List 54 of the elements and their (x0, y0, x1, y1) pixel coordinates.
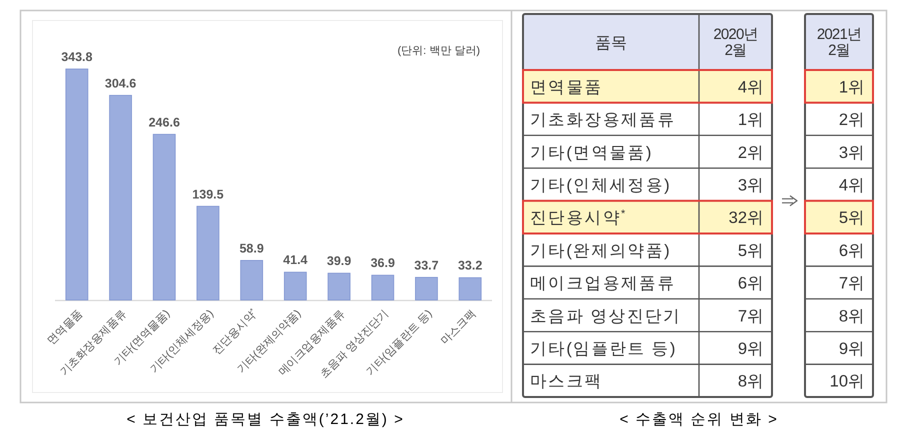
data-label: 5위 (738, 242, 764, 260)
bar (196, 206, 220, 300)
data-label: 4위 (738, 78, 764, 96)
bar (371, 274, 394, 300)
data-label: 10위 (830, 372, 865, 391)
data-label: 33.7 (414, 258, 439, 272)
bar (415, 276, 438, 300)
bar (240, 260, 264, 300)
y-tick-label: 진단용시약$^{*}$ (530, 208, 626, 228)
data-label: 1위 (838, 78, 865, 96)
y-tick-label: 면역물품 (530, 78, 603, 96)
data-label: 9위 (838, 340, 865, 358)
data-label: 3위 (838, 144, 865, 162)
data-label: 2위 (838, 111, 865, 130)
data-label: 7위 (838, 274, 865, 293)
y-tick-label: 마스크팩 (530, 372, 603, 391)
data-label: 246.6 (148, 115, 180, 130)
data-label: 36.9 (370, 256, 395, 270)
data-label: 9위 (738, 340, 764, 358)
data-label: 58.9 (239, 241, 264, 256)
y-tick-label: 메이크업용제품류 (530, 274, 676, 293)
text: < 수출액 순위 변화 > (620, 411, 778, 428)
text: < 보건산업 품목별 수출액(’21.2월) > (126, 411, 404, 428)
bar (152, 134, 176, 300)
data-label: 3위 (738, 176, 764, 194)
y-tick-label: 기타(인체세정용) (530, 176, 671, 194)
bar (458, 277, 482, 300)
bar (284, 272, 307, 300)
y-tick-label: 기초화장용제품류 (530, 111, 676, 130)
x-tick-label: 2020년 2월 (713, 26, 758, 59)
y-tick-label: 기타(면역물품) (530, 144, 653, 162)
data-label: 6위 (738, 274, 764, 293)
data-label: 1위 (738, 111, 764, 130)
data-label: 6위 (838, 242, 865, 260)
bar (65, 68, 88, 300)
data-label: 139.5 (192, 187, 224, 202)
data-label: 8위 (838, 307, 865, 326)
data-label: 7위 (738, 307, 764, 326)
bar (328, 272, 350, 300)
data-label: 343.8 (61, 50, 93, 64)
bar (109, 94, 132, 300)
data-label: 2위 (738, 144, 764, 162)
data-label: 33.2 (458, 258, 482, 273)
data-label: 4위 (838, 176, 865, 194)
data-label: 39.9 (326, 254, 352, 268)
y-tick-label: 기타(완제의약품) (530, 242, 671, 260)
text: (단위: 백만 달러) (398, 45, 480, 57)
data-label: 8위 (738, 372, 764, 391)
data-label: 304.6 (104, 76, 136, 90)
data-label: 41.4 (283, 253, 308, 268)
x-tick-label: 2021년 2월 (816, 26, 862, 59)
data-label: 32위 (728, 209, 764, 228)
y-axis-title: 품목 (595, 35, 627, 52)
data-label: 5위 (838, 209, 865, 228)
